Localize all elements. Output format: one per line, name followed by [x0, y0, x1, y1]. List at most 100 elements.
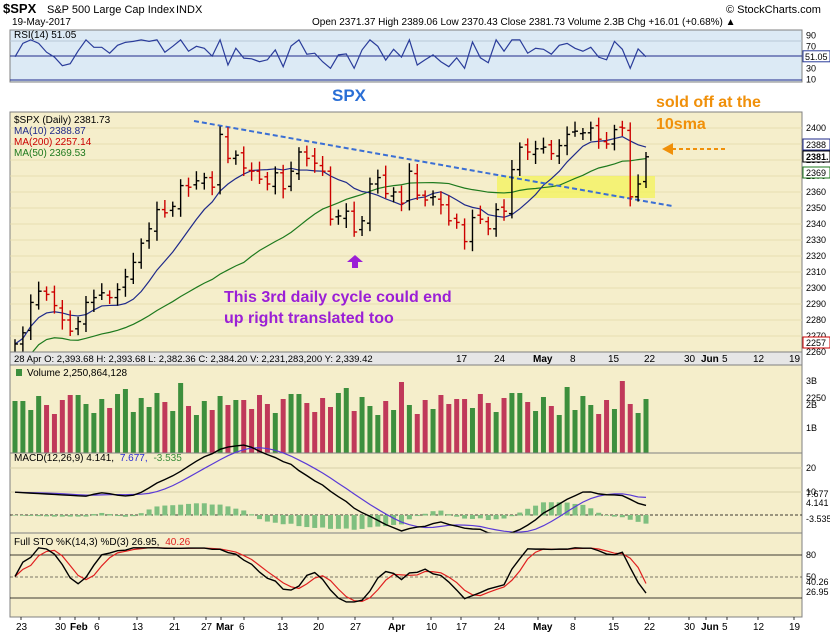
macd-tick-label: -3.535 — [806, 514, 830, 524]
rsi-axis: 907050301051.05 — [802, 30, 830, 84]
date-label: 27 — [201, 622, 213, 633]
macd-hist-bar — [454, 515, 460, 517]
volume-bar — [438, 395, 444, 453]
volume-bar — [375, 415, 381, 453]
volume-bar — [280, 399, 286, 453]
macd-hist-bar — [272, 515, 278, 523]
rsi-tick-label: 10 — [806, 74, 816, 84]
ma10-legend: MA(10) 2388.87 — [14, 126, 86, 137]
macd-hist-bar — [509, 515, 515, 517]
volume-bar — [414, 414, 420, 453]
macd-hist-bar — [130, 515, 136, 517]
macd-hist-bar — [635, 515, 641, 522]
price-tick-label: 2350 — [806, 203, 826, 213]
macd-hist-bar — [627, 515, 633, 520]
volume-bar — [619, 381, 625, 453]
volume-bar — [107, 408, 113, 453]
sto-tick-label: 26.95 — [806, 587, 829, 597]
macd-hist-bar — [75, 515, 81, 517]
chart-date: 19-May-2017 — [12, 17, 71, 28]
ma200-legend: MA(200) 2257.14 — [14, 137, 92, 148]
macd-hist-bar — [257, 515, 263, 520]
volume-bar — [154, 393, 160, 453]
macd-hist-bar — [422, 513, 428, 516]
macd-hist-bar — [367, 515, 373, 528]
volume-tick-label: 1B — [806, 423, 817, 433]
volume-bar — [343, 388, 349, 453]
macd-signal-line — [14, 447, 647, 533]
price-tick-label: 2330 — [806, 235, 826, 245]
volume-bar — [564, 387, 570, 453]
sold-annotation-line2: 10sma — [656, 116, 706, 133]
macd-hist-bar — [596, 512, 602, 516]
mid-date-label: 24 — [494, 354, 506, 365]
macd-hist-bar — [99, 512, 105, 516]
sto-legend-d: 40.26 — [165, 537, 190, 548]
price-legend: $SPX (Daily) 2381.73 MA(10) 2388.87 MA(2… — [14, 115, 111, 159]
macd-hist-bar — [430, 511, 436, 516]
macd-hist-bar — [59, 515, 65, 517]
volume-bar — [556, 415, 562, 453]
macd-hist-bar — [138, 513, 144, 516]
sto-tick-label: 50 — [806, 572, 816, 582]
volume-bar — [91, 413, 97, 453]
date-label: Apr — [388, 622, 405, 633]
macd-hist-bar — [241, 510, 247, 516]
macd-hist-bar — [12, 515, 18, 516]
volume-bar — [162, 402, 168, 453]
volume-bar — [359, 397, 365, 453]
price-tick-label: 2400 — [806, 123, 826, 133]
date-label: 6 — [239, 622, 245, 633]
macd-hist-bar — [201, 503, 207, 516]
volume-tick-label: 2B — [806, 400, 817, 410]
volume-legend: Volume 2,250,864,128 — [27, 368, 128, 379]
macd-hist-bar — [359, 515, 365, 529]
date-label: 22 — [644, 622, 656, 633]
macd-hist-bar — [343, 515, 349, 529]
macd-hist-bar — [312, 515, 318, 528]
volume-bar — [99, 399, 105, 453]
sto-tick-label: 80 — [806, 550, 816, 560]
volume-bar — [454, 399, 460, 453]
volume-bar — [540, 397, 546, 453]
macd-hist-bar — [619, 515, 625, 518]
macd-hist-bar — [304, 515, 310, 528]
macd-hist-bar — [193, 503, 199, 516]
volume-bar — [75, 395, 81, 453]
macd-hist-bar — [107, 514, 113, 516]
volume-tick-label: 3B — [806, 376, 817, 386]
rsi-legend: RSI(14) 51.05 — [14, 30, 77, 41]
macd-panel: MACD(12,26,9) 4.141, 7.677, -3.535 20107… — [9, 444, 830, 535]
macd-hist-bar — [485, 515, 491, 521]
macd-hist-bar — [493, 515, 499, 520]
volume-bar — [288, 394, 294, 453]
macd-hist-bar — [351, 515, 357, 530]
volume-bar — [170, 411, 176, 453]
price-tick-label: 2340 — [806, 219, 826, 229]
date-label: 24 — [494, 622, 506, 633]
volume-bar — [493, 412, 499, 453]
mid-date-label: 19 — [789, 354, 801, 365]
macd-hist-bar — [462, 515, 468, 519]
exchange-label: INDX — [176, 4, 203, 16]
mid-date-axis: 17 24 May 8 15 22 30 Jun 5 12 19 — [456, 354, 801, 365]
macd-legend-hist: -3.535 — [153, 453, 182, 464]
close-tag: 2381. — [806, 152, 829, 162]
volume-bar — [367, 406, 373, 453]
date-label: 21 — [169, 622, 181, 633]
macd-legend: MACD(12,26,9) 4.141, 7.677, -3.535 — [14, 453, 182, 464]
mid-date-label: 30 — [684, 354, 696, 365]
volume-bar — [588, 405, 594, 453]
volume-bar — [406, 405, 412, 453]
rsi-current-value: 51.05 — [805, 52, 828, 62]
date-label: Mar — [216, 622, 234, 633]
price-tick-label: 2360 — [806, 187, 826, 197]
price-panel: $SPX (Daily) 2381.73 MA(10) 2388.87 MA(2… — [9, 94, 830, 374]
volume-bar — [509, 393, 515, 453]
date-label: Feb — [70, 622, 88, 633]
macd-hist-bar — [564, 502, 570, 516]
sto-tick-label: 40.26 — [806, 577, 829, 587]
price-tick-label: 2300 — [806, 283, 826, 293]
volume-bar — [217, 396, 223, 453]
